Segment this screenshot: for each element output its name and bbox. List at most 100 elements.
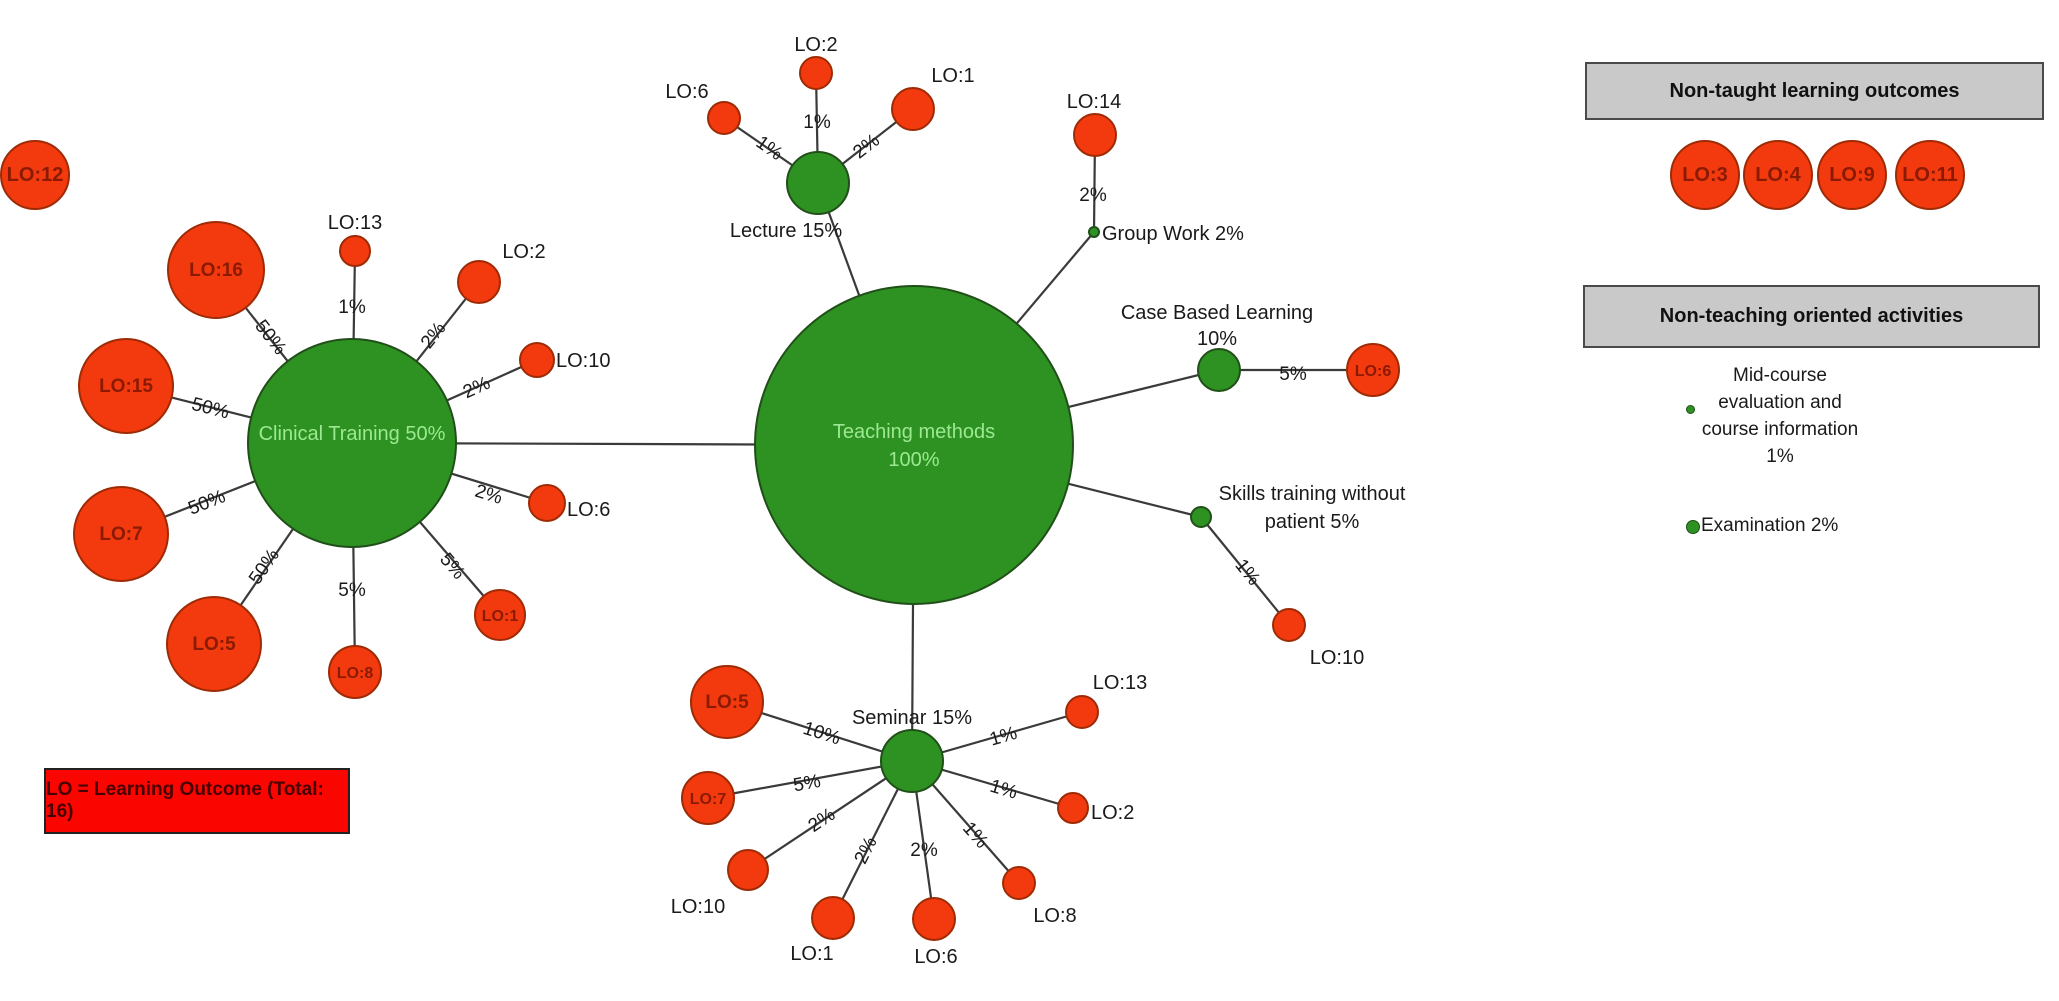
edge-percent-label: 2% <box>910 840 938 861</box>
node-label-c8: LO:8 <box>337 665 374 682</box>
edge-percent-label: 2% <box>851 833 882 867</box>
node-label-c15: LO:15 <box>99 376 153 397</box>
node-label-l2: LO:2 <box>794 34 837 56</box>
edge-percent-label: 50% <box>185 486 228 520</box>
non-taught-outcome: LO:12 <box>0 140 70 210</box>
outcome-node-m2 <box>1057 792 1089 824</box>
node-label-c16: LO:16 <box>189 260 243 281</box>
outcome-node-c13 <box>339 235 371 267</box>
outcome-node-m13 <box>1065 695 1099 729</box>
node-label-teaching: Teaching methods <box>833 421 995 443</box>
outcome-node-c6 <box>528 484 566 522</box>
node-label-m7: LO:7 <box>690 791 727 808</box>
outcome-node-l6 <box>707 101 741 135</box>
node-label-g14: LO:14 <box>1067 91 1121 113</box>
node-label-c5: LO:5 <box>192 634 236 655</box>
outcome-node-c7 <box>73 486 169 582</box>
edge-percent-label: 10% <box>800 718 843 750</box>
node-label-m2: LO:2 <box>1091 802 1134 824</box>
outcome-node-m1 <box>811 896 855 940</box>
edge-percent-label: 2% <box>805 804 840 837</box>
method-node-clinical <box>247 338 457 548</box>
outcome-node-c10 <box>519 342 555 378</box>
non-taught-outcome-label: LO:12 <box>6 163 64 186</box>
node-label-m10: LO:10 <box>671 896 725 918</box>
node-label-lecture: Lecture 15% <box>730 220 843 242</box>
edge-percent-label: 50% <box>189 394 231 424</box>
edge-percent-label: 1% <box>987 723 1019 751</box>
node-sublabel-cbl: 10% <box>1197 328 1237 350</box>
non-taught-outcome-label: LO:4 <box>1755 163 1801 186</box>
edge-seminar-m7 <box>707 759 913 800</box>
non-taught-outcome: LO:9 <box>1817 140 1887 210</box>
outcome-node-m6 <box>912 897 956 941</box>
outcome-node-s10 <box>1272 608 1306 642</box>
node-label-m1: LO:1 <box>790 943 833 965</box>
outcome-node-l2 <box>799 56 833 90</box>
non-teaching-header-label: Non-teaching oriented activities <box>1659 305 1964 327</box>
node-label-c6: LO:6 <box>567 499 610 521</box>
node-label-c13: LO:13 <box>328 212 382 234</box>
node-label-seminar: Seminar 15% <box>852 707 972 729</box>
edge-percent-label: 2% <box>460 373 494 403</box>
non-taught-outcome-label: LO:3 <box>1682 163 1728 186</box>
outcome-node-m10 <box>727 849 769 891</box>
node-label-c10: LO:10 <box>556 350 610 372</box>
outcome-node-m8 <box>1002 866 1036 900</box>
legend-box: LO = Learning Outcome (Total: 16) <box>44 768 350 834</box>
non-taught-outcome: LO:11 <box>1895 140 1965 210</box>
edge-percent-label: 5% <box>792 771 823 797</box>
method-node-groupwork <box>1088 226 1100 238</box>
non-taught-header: Non-taught learning outcomes <box>1585 62 2044 120</box>
outcome-node-c1 <box>474 589 526 641</box>
edge-percent-label: 5% <box>338 580 366 601</box>
outcome-node-g14 <box>1073 113 1117 157</box>
non-taught-outcome-label: LO:11 <box>1902 163 1958 186</box>
mid-course-line: course information <box>1701 419 1859 440</box>
method-node-skills <box>1190 506 1212 528</box>
node-label-cbl: Case Based Learning <box>1121 302 1313 324</box>
mid-course-dot-icon <box>1686 405 1695 414</box>
non-taught-outcome: LO:3 <box>1670 140 1740 210</box>
node-label-s10: LO:10 <box>1310 647 1364 669</box>
mid-course-label: Mid-course evaluation and course informa… <box>1655 362 1905 470</box>
legend-text: LO = Learning Outcome (Total: 16) <box>46 779 324 822</box>
outcome-node-c16 <box>167 221 265 319</box>
outcome-node-b6 <box>1346 343 1400 397</box>
node-label-c7: LO:7 <box>99 524 142 545</box>
mid-course-line: Mid-course <box>1733 365 1827 386</box>
edge-skills-s10 <box>1200 516 1290 626</box>
outcome-node-m7 <box>681 771 735 825</box>
node-label-m13: LO:13 <box>1093 672 1147 694</box>
node-label-m5: LO:5 <box>705 692 749 713</box>
examination-label: Examination 2% <box>1701 515 1839 536</box>
outcome-node-m5 <box>690 665 764 739</box>
outcome-node-c15 <box>78 338 174 434</box>
node-label-c2: LO:2 <box>502 241 545 263</box>
method-node-teaching <box>754 285 1074 605</box>
node-label-c1: LO:1 <box>482 608 519 625</box>
outcome-node-c2 <box>457 260 501 304</box>
non-taught-header-label: Non-taught learning outcomes <box>1669 79 1960 102</box>
node-sublabel-teaching: 100% <box>888 449 939 471</box>
node-sublabel-skills: patient 5% <box>1265 511 1360 533</box>
non-taught-outcome: LO:4 <box>1743 140 1813 210</box>
edge-percent-label: 1% <box>752 132 787 165</box>
non-teaching-header: Non-teaching oriented activities <box>1583 285 2040 348</box>
node-label-groupwork: Group Work 2% <box>1102 223 1244 245</box>
node-label-skills: Skills training without <box>1219 483 1406 505</box>
mid-course-line: 1% <box>1766 446 1794 467</box>
node-label-m6: LO:6 <box>914 946 957 968</box>
method-node-cbl <box>1197 348 1241 392</box>
node-label-l1: LO:1 <box>931 65 974 87</box>
edge-percent-label: 2% <box>1079 185 1107 206</box>
edge-percent-label: 1% <box>987 776 1019 804</box>
node-label-l6: LO:6 <box>665 81 708 103</box>
examination-dot-icon <box>1686 520 1700 534</box>
mid-course-line: evaluation and <box>1718 392 1842 413</box>
method-node-seminar <box>880 729 944 793</box>
outcome-node-l1 <box>891 87 935 131</box>
edge-percent-label: 5% <box>1279 364 1307 385</box>
